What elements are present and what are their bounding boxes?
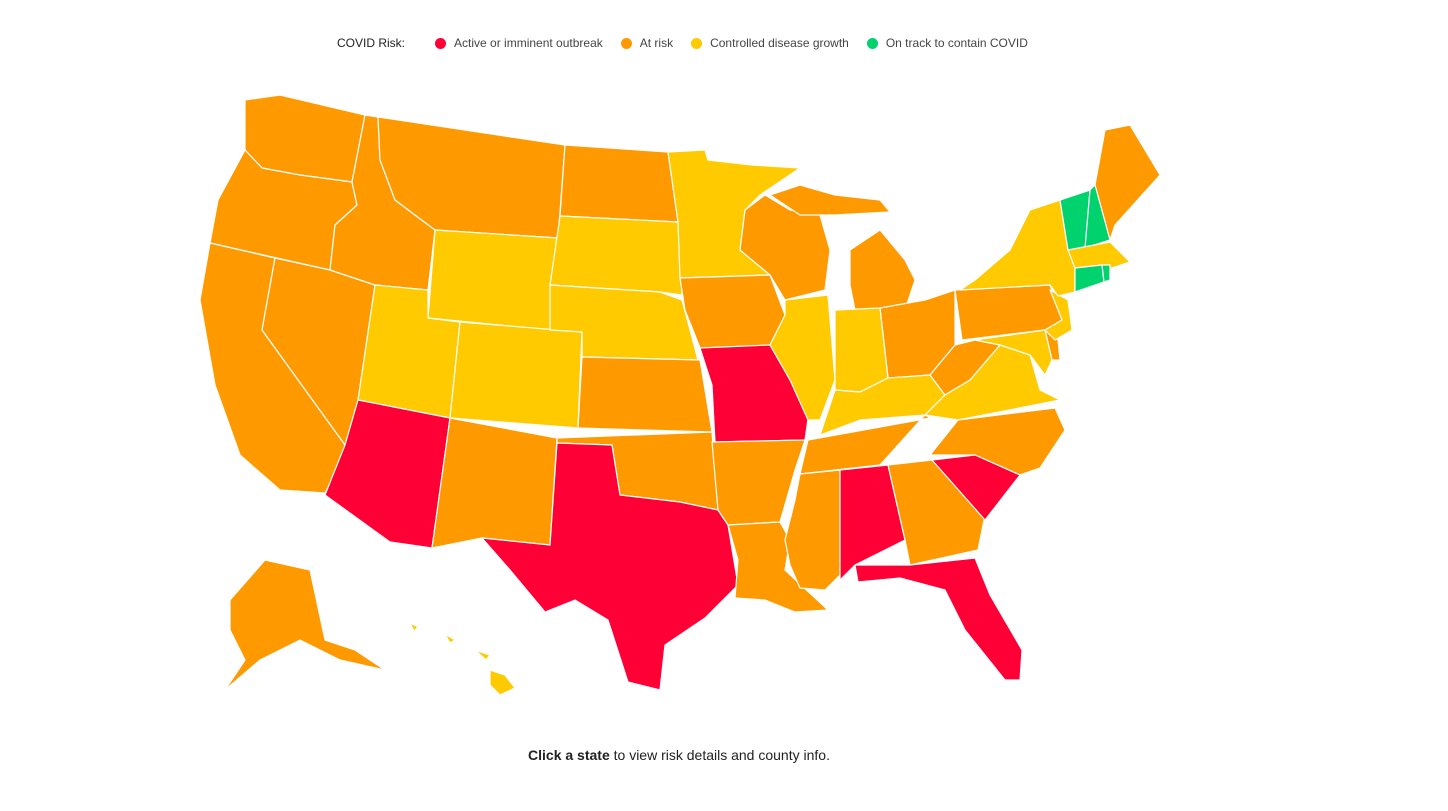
state[interactable] — [679, 274, 786, 349]
legend-label: At risk — [639, 36, 674, 50]
legend-dot — [691, 37, 703, 49]
footer-text: to view risk details and county info. — [613, 747, 830, 763]
footer: Click a state to view risk details and c… — [0, 747, 1358, 763]
state[interactable] — [577, 356, 713, 433]
state[interactable] — [559, 144, 679, 223]
legend-label: On track to contain COVID — [885, 36, 1028, 50]
state[interactable] — [1044, 289, 1073, 341]
us-map — [199, 94, 1161, 696]
state[interactable] — [839, 464, 906, 581]
state[interactable] — [409, 622, 516, 696]
legend-item: On track to contain COVID — [866, 36, 1028, 50]
state[interactable] — [959, 199, 1076, 297]
state[interactable] — [449, 321, 583, 429]
state[interactable] — [769, 294, 836, 421]
state[interactable] — [224, 559, 386, 691]
state[interactable] — [769, 184, 916, 311]
state[interactable] — [481, 442, 739, 691]
legend-title: COVID Risk: — [337, 36, 406, 50]
legend-item: Controlled disease growth — [691, 36, 849, 50]
legend-item: At risk — [620, 36, 674, 50]
state[interactable] — [739, 194, 831, 301]
state[interactable] — [784, 469, 841, 591]
state[interactable] — [711, 439, 806, 526]
legend-item: Active or imminent outbreak — [435, 36, 603, 50]
state[interactable] — [667, 149, 801, 279]
state[interactable] — [1074, 264, 1105, 293]
state[interactable] — [727, 521, 829, 613]
state[interactable] — [549, 215, 683, 296]
legend-dot — [435, 37, 447, 49]
state[interactable] — [431, 417, 558, 549]
state[interactable] — [1084, 184, 1111, 249]
state[interactable] — [1101, 264, 1111, 283]
legend: COVID Risk: Active or imminent outbreak A… — [337, 36, 1046, 50]
state[interactable] — [854, 557, 1023, 681]
state[interactable] — [1067, 241, 1131, 269]
legend-label: Controlled disease growth — [710, 36, 849, 50]
legend-label: Active or imminent outbreak — [454, 36, 603, 50]
footer-bold: Click a state — [528, 747, 610, 763]
state[interactable] — [427, 229, 559, 331]
legend-dot — [866, 37, 878, 49]
legend-dot — [620, 37, 632, 49]
state[interactable] — [931, 454, 1021, 521]
state[interactable] — [834, 307, 889, 393]
